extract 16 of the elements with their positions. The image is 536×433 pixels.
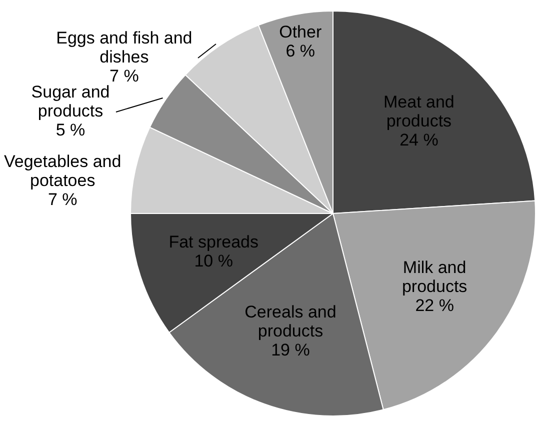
data-label: 7 % <box>48 190 78 210</box>
slice-label: Eggs and fish and dishes <box>56 28 192 67</box>
slice-label: Sugar and products <box>31 82 110 120</box>
data-label: 19 % <box>271 340 310 360</box>
slice-label: Fat spreads <box>168 232 258 252</box>
slice-label: Milk and products <box>402 258 468 296</box>
data-label: 24 % <box>400 130 438 150</box>
data-label: 22 % <box>415 296 454 315</box>
data-label: 5 % <box>56 120 86 140</box>
data-label: 7 % <box>110 66 139 86</box>
slice-label: Vegetables and potatoes <box>4 152 122 190</box>
slice-label: Meat and products <box>384 92 454 131</box>
data-label: 10 % <box>194 251 233 270</box>
data-label: 6 % <box>286 42 316 61</box>
slice-label: Cereals and products <box>244 302 336 340</box>
slice-label: Other <box>279 22 322 42</box>
